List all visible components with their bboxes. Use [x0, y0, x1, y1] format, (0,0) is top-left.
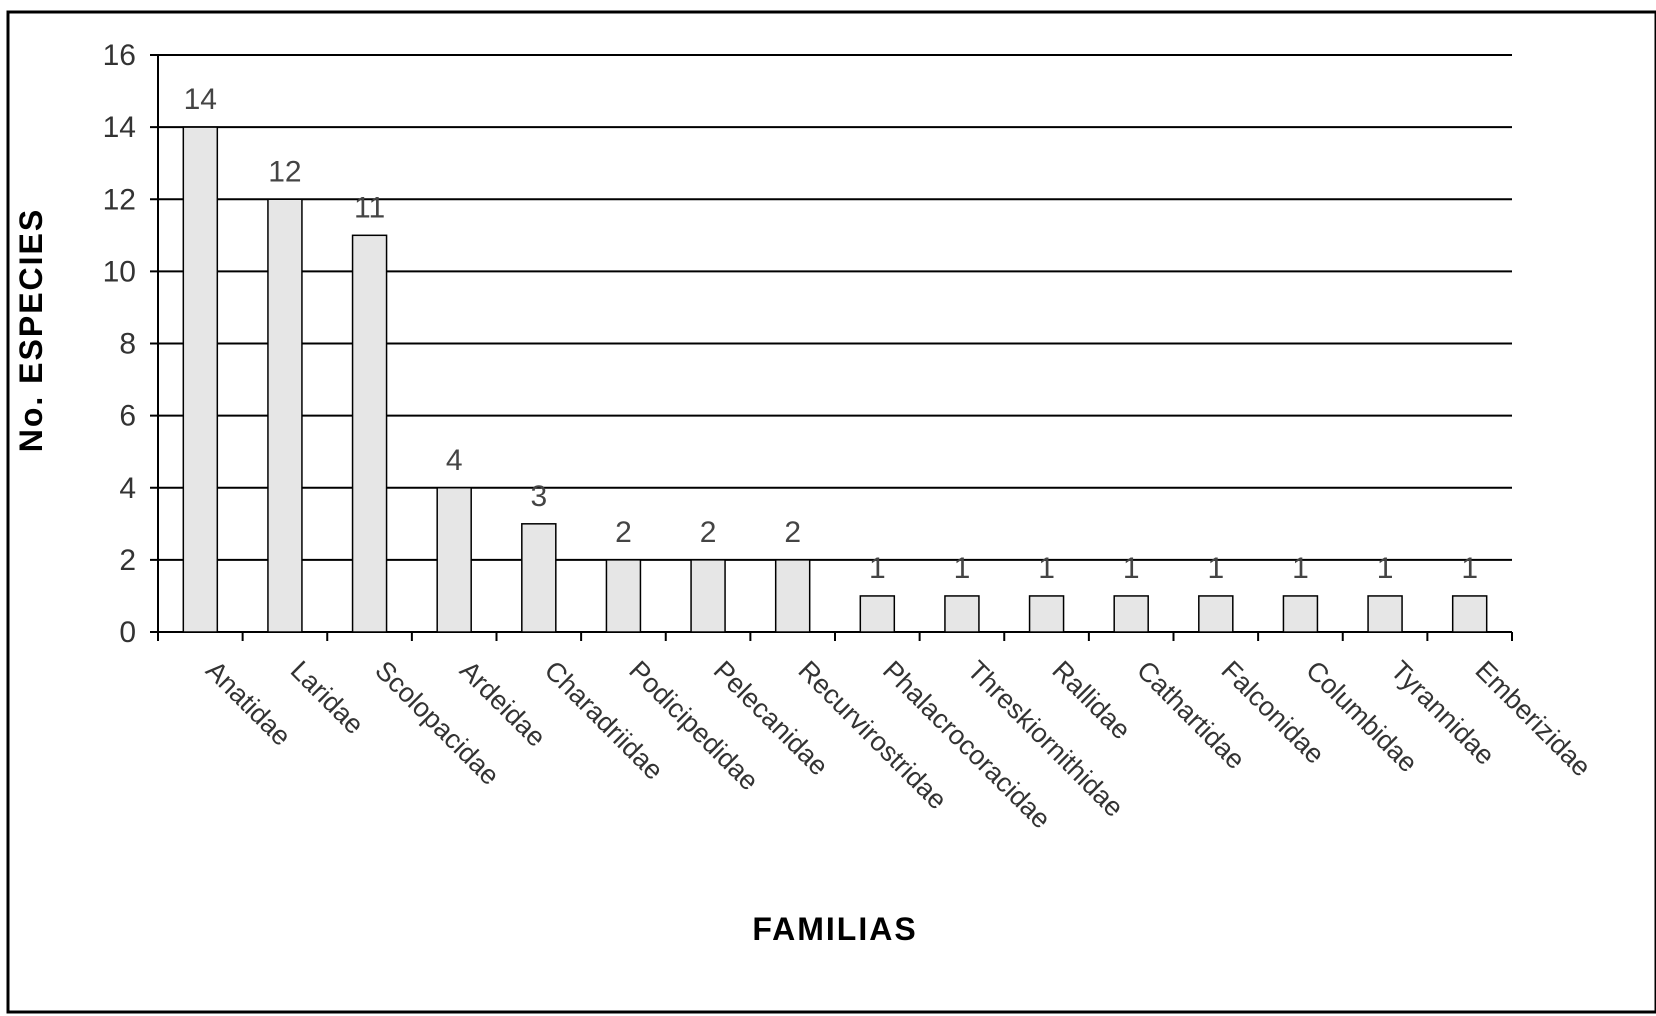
y-tick-label: 8 [119, 328, 136, 361]
data-label: 4 [446, 444, 463, 477]
bar [944, 595, 980, 633]
data-label: 11 [354, 191, 385, 224]
data-label: 1 [1292, 552, 1309, 585]
data-label: 1 [1038, 552, 1055, 585]
bar [1028, 595, 1065, 633]
data-label: 2 [615, 516, 632, 549]
data-label: 1 [1207, 552, 1224, 585]
bar [267, 198, 303, 633]
y-axis-title: No. ESPECIES [13, 208, 49, 453]
bar [1198, 595, 1234, 633]
y-tick-label: 6 [119, 400, 136, 433]
bar [436, 487, 472, 633]
bar [690, 559, 726, 633]
data-label: 1 [1461, 552, 1478, 585]
bars [182, 126, 1488, 633]
bar [521, 523, 557, 633]
y-tick-label: 2 [119, 544, 136, 577]
y-tick-label: 10 [103, 255, 136, 288]
data-label: 2 [784, 516, 801, 549]
bar [182, 126, 219, 633]
x-axis-title: FAMILIAS [752, 911, 917, 947]
bar [1451, 595, 1488, 633]
bar [1282, 595, 1319, 633]
bar [1113, 595, 1149, 633]
y-tick-label: 16 [103, 39, 136, 72]
y-tick-label: 14 [103, 111, 136, 144]
data-label: 2 [700, 516, 717, 549]
data-label: 1 [1377, 552, 1394, 585]
data-label: 1 [869, 552, 886, 585]
bar [605, 559, 642, 633]
data-label: 1 [1123, 552, 1140, 585]
data-label: 14 [184, 83, 217, 116]
data-label: 1 [954, 552, 971, 585]
bar [774, 559, 811, 633]
y-tick-label: 12 [103, 183, 136, 216]
chart-border [6, 10, 1656, 1014]
y-tick-label: 0 [119, 616, 136, 649]
data-label: 12 [268, 155, 301, 188]
bar [351, 234, 388, 633]
bar [1367, 595, 1403, 633]
bar [859, 595, 896, 633]
data-label: 3 [530, 480, 547, 513]
y-tick-label: 4 [119, 472, 136, 505]
